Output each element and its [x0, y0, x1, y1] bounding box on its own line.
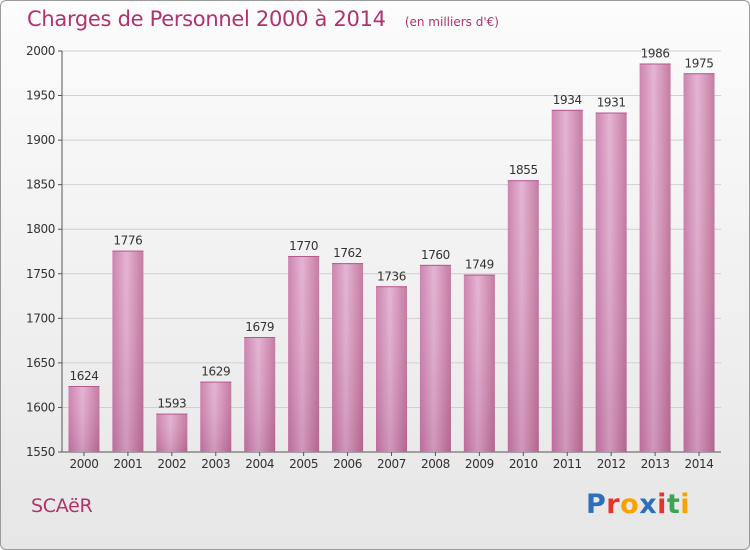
bar-shade: [332, 263, 364, 452]
data-label: 1986: [641, 46, 670, 60]
logo-letter: o: [620, 489, 640, 520]
x-tick-label: 2012: [597, 457, 626, 471]
data-label: 1629: [201, 365, 230, 379]
bar-shade: [156, 413, 188, 452]
chart-title: Charges de Personnel 2000 à 2014: [27, 7, 386, 31]
x-tick-label: 2008: [421, 457, 450, 471]
data-label: 1749: [465, 258, 494, 272]
x-tick-label: 2011: [553, 457, 582, 471]
axis-layer: 1550 1600 1650 1700 1750 1800 1850 1900 1950 2000: [26, 44, 721, 459]
y-tick-label: 1800: [26, 222, 55, 236]
logo-letter: P: [586, 489, 607, 520]
data-label: 1624: [69, 369, 98, 383]
x-tick-label: 2003: [201, 457, 230, 471]
logo-letter: t: [666, 489, 681, 520]
data-label: 1736: [377, 269, 406, 283]
bar-shade: [639, 63, 671, 452]
bar-shade: [419, 264, 451, 452]
label-layer: 1624 2000 1776 2001 1593 2002 1629 2003 1679 2004…: [69, 46, 713, 471]
bar-shade: [200, 381, 232, 452]
x-tick-label: 2010: [509, 457, 538, 471]
bar-shade: [244, 337, 276, 452]
commune-name: SCAëR: [31, 495, 93, 517]
chart-subtitle: (en milliers d'€): [404, 15, 499, 29]
data-label: 1760: [421, 248, 450, 262]
x-tick-label: 2000: [69, 457, 98, 471]
y-tick-label: 1750: [26, 267, 55, 281]
y-tick-label: 1850: [26, 178, 55, 192]
bar-shade: [288, 255, 320, 452]
data-label: 1770: [289, 239, 318, 253]
y-tick-label: 1550: [26, 445, 55, 459]
bar-shade: [463, 274, 495, 452]
data-label: 1679: [245, 320, 274, 334]
data-label: 1855: [509, 163, 538, 177]
x-tick-label: 2006: [333, 457, 362, 471]
x-tick-label: 2014: [685, 457, 714, 471]
logo-letter: i: [680, 489, 691, 520]
y-tick-label: 1950: [26, 89, 55, 103]
x-tick-label: 2001: [113, 457, 142, 471]
bar-shade: [376, 286, 407, 452]
y-tick-label: 1600: [26, 400, 55, 414]
bar-layer: [68, 63, 715, 453]
data-label: 1762: [333, 246, 362, 260]
bar-shade: [595, 112, 627, 452]
x-tick-label: 2002: [157, 457, 186, 471]
x-tick-label: 2007: [377, 457, 406, 471]
data-label: 1934: [553, 93, 582, 107]
bar-shade: [551, 109, 583, 453]
proxiti-logo: Proxiti: [586, 489, 690, 520]
x-tick-label: 2009: [465, 457, 494, 471]
y-tick-label: 1700: [26, 311, 55, 325]
bar-shade: [683, 73, 715, 453]
data-label: 1931: [597, 95, 626, 109]
y-tick-label: 2000: [26, 44, 55, 58]
bar-shade: [112, 250, 144, 452]
logo-letter: x: [639, 489, 658, 520]
data-label: 1975: [685, 56, 714, 70]
bar-shade: [507, 180, 539, 452]
logo-letter: r: [606, 489, 621, 520]
title-row: Charges de Personnel 2000 à 2014 (en mil…: [27, 7, 499, 31]
x-tick-label: 2004: [245, 457, 274, 471]
data-label: 1776: [113, 234, 142, 248]
bar-shade: [68, 386, 100, 452]
data-label: 1593: [157, 397, 186, 411]
x-tick-label: 2013: [641, 457, 670, 471]
x-tick-label: 2005: [289, 457, 318, 471]
y-tick-label: 1900: [26, 133, 55, 147]
logo-letter: i: [657, 489, 667, 520]
y-tick-label: 1650: [26, 356, 55, 370]
